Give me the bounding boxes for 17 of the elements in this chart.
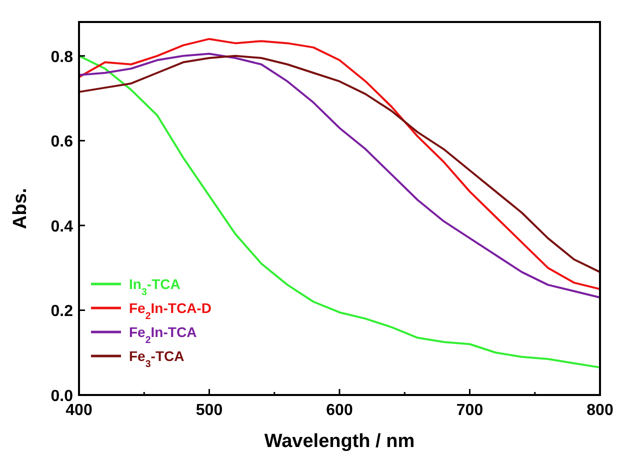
y-tick-label: 0.6 [50, 134, 74, 151]
x-tick-label: 600 [326, 402, 353, 419]
x-tick-label: 800 [586, 402, 614, 419]
y-tick-label: 0.8 [50, 48, 74, 66]
legend-label: Fe$_{3}$-TCA [129, 348, 184, 370]
legend-label: In$_{3}$-TCA [129, 276, 180, 298]
x-tick-label: 700 [456, 402, 484, 419]
y-tick-label: 0.2 [50, 303, 74, 320]
line-series [78, 54, 601, 368]
legend-label: Fe$_{2}$In-TCA-D [129, 300, 212, 322]
legend-label: Fe$_{2}$In-TCA [129, 324, 197, 346]
x-tick-label: 500 [196, 402, 223, 419]
y-tick-label: 0.4 [50, 218, 74, 236]
x-tick-label: 400 [66, 402, 92, 419]
y-tick-label: 0.0 [50, 388, 74, 405]
y-axis-title: Abs. [10, 188, 31, 230]
x-axis-title: Wavelength / nm [264, 431, 415, 452]
